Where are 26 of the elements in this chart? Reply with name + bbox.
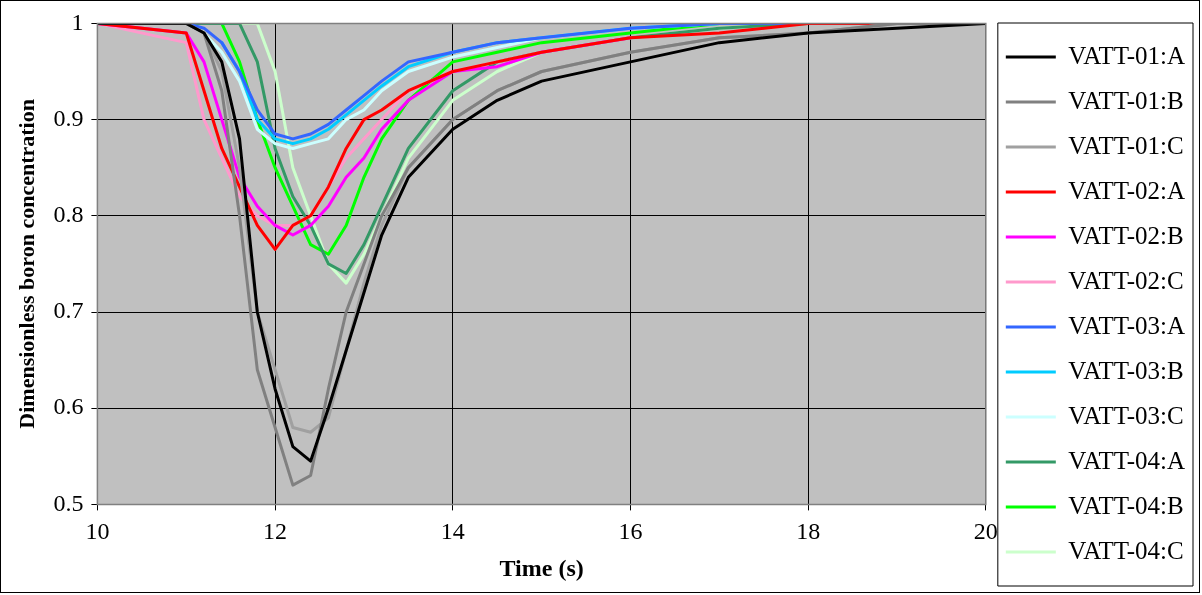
x-tick-label: 14 — [440, 518, 465, 545]
y-axis-title: Dimensionless boron concentration — [13, 99, 39, 429]
legend-label: VATT-04:B — [1068, 491, 1184, 519]
legend-label: VATT-02:B — [1068, 221, 1184, 249]
y-tick-label: 0.5 — [53, 489, 84, 516]
legend-label: VATT-01:C — [1068, 131, 1184, 159]
legend-label: VATT-04:A — [1068, 446, 1185, 474]
legend-label: VATT-03:A — [1068, 311, 1185, 339]
y-tick-label: 1 — [71, 8, 84, 35]
x-axis-title: Time (s) — [499, 554, 584, 581]
y-tick-label: 0.9 — [53, 104, 84, 131]
y-tick-label: 0.7 — [53, 297, 84, 324]
y-tick-label: 0.6 — [53, 393, 84, 420]
legend-label: VATT-01:A — [1068, 41, 1185, 69]
x-tick-label: 12 — [263, 518, 288, 545]
legend-label: VATT-04:C — [1068, 536, 1184, 564]
legend-label: VATT-03:C — [1068, 401, 1184, 429]
legend-label: VATT-01:B — [1068, 86, 1184, 114]
y-tick-label: 0.8 — [53, 201, 84, 228]
legend-label: VATT-03:B — [1068, 356, 1184, 384]
x-tick-label: 18 — [796, 518, 821, 545]
x-tick-label: 10 — [85, 518, 110, 545]
x-tick-label: 20 — [973, 518, 998, 545]
legend-label: VATT-02:A — [1068, 176, 1185, 204]
x-tick-label: 16 — [618, 518, 643, 545]
legend-label: VATT-02:C — [1068, 266, 1184, 294]
